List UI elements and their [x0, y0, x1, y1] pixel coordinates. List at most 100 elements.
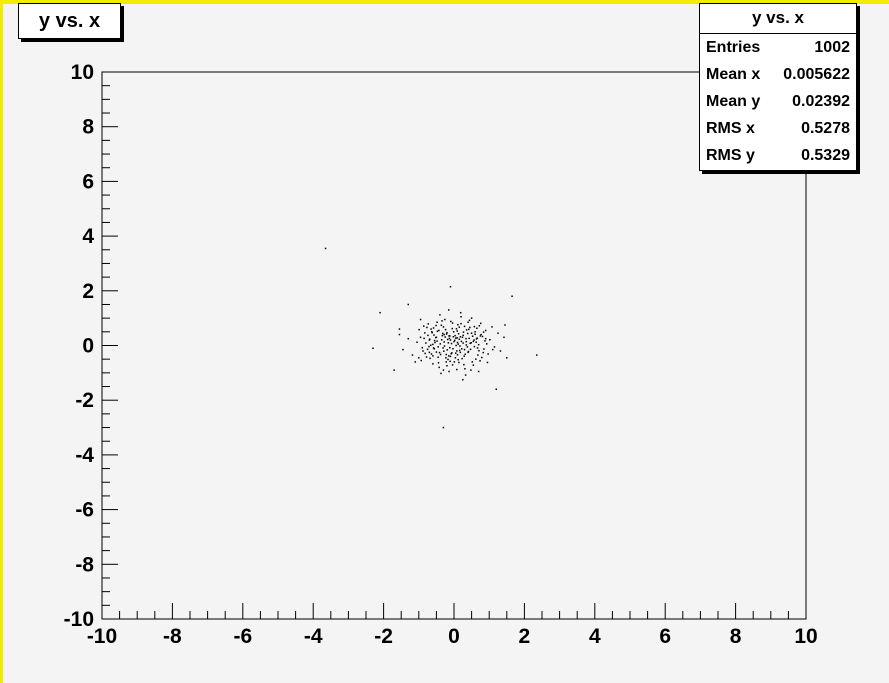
- data-point: [458, 338, 461, 340]
- data-point: [469, 326, 471, 329]
- data-point: [460, 348, 463, 350]
- data-point: [476, 347, 479, 349]
- data-point: [481, 335, 484, 338]
- data-point: [506, 357, 508, 359]
- data-point: [459, 351, 462, 354]
- data-point: [421, 346, 424, 349]
- data-point: [468, 328, 470, 331]
- data-point: [443, 350, 445, 352]
- data-point: [465, 344, 468, 346]
- y-tick-label: 8: [82, 116, 94, 139]
- data-point: [432, 363, 434, 365]
- data-point: [440, 339, 443, 341]
- data-point: [425, 342, 427, 344]
- data-point: [511, 295, 513, 298]
- data-point: [431, 331, 433, 334]
- data-point: [429, 357, 431, 360]
- y-tick-label: 4: [82, 225, 94, 248]
- y-tick-label: -4: [75, 444, 94, 467]
- data-point: [467, 321, 469, 323]
- data-point: [452, 336, 455, 338]
- data-point: [393, 369, 395, 371]
- data-point: [464, 374, 467, 376]
- data-point: [495, 388, 497, 391]
- data-point: [422, 325, 425, 327]
- data-point: [447, 355, 450, 357]
- data-point: [451, 352, 453, 354]
- data-point: [437, 356, 439, 359]
- data-point: [471, 335, 474, 337]
- x-tick-label: 2: [519, 625, 531, 648]
- data-point: [449, 360, 451, 363]
- data-point: [424, 352, 426, 355]
- data-point: [472, 340, 475, 343]
- data-point: [428, 351, 431, 354]
- data-point: [456, 350, 458, 352]
- data-point: [453, 339, 456, 342]
- data-point: [372, 347, 374, 349]
- data-point: [428, 345, 430, 348]
- y-tick-label: 6: [82, 170, 94, 193]
- data-point: [444, 318, 446, 321]
- data-point: [457, 343, 459, 345]
- data-point: [487, 353, 489, 355]
- data-point: [428, 339, 431, 341]
- data-point: [452, 331, 455, 333]
- stats-value: 0.005622: [783, 66, 850, 83]
- data-point: [493, 346, 496, 348]
- data-point: [437, 346, 439, 348]
- y-tick-label: 2: [82, 280, 94, 303]
- data-point: [438, 329, 440, 332]
- data-point: [426, 326, 428, 329]
- data-point: [452, 348, 454, 350]
- data-point: [465, 329, 468, 331]
- data-point: [442, 347, 444, 349]
- data-point: [503, 336, 505, 339]
- data-point: [469, 342, 471, 345]
- data-point: [473, 345, 476, 348]
- data-points: [324, 247, 538, 429]
- data-point: [456, 368, 458, 371]
- axis-tick-labels: -10 -8 -6 -4 -2 0 2 4 6 8 10 -10 -8 -6 -4 -2 0 2 4 6 8 10: [64, 61, 818, 648]
- data-point: [446, 349, 449, 351]
- data-point: [454, 357, 457, 359]
- data-point: [457, 358, 459, 361]
- stats-row-rms-y: RMS y 0.5329: [700, 142, 856, 169]
- data-point: [463, 325, 466, 328]
- data-point: [448, 335, 450, 337]
- y-tick-label: -6: [75, 499, 94, 522]
- data-point: [434, 341, 436, 344]
- x-tick-label: 6: [659, 625, 671, 648]
- data-point: [477, 370, 480, 373]
- data-point: [423, 337, 425, 340]
- data-point: [443, 333, 445, 336]
- data-point: [420, 359, 423, 362]
- data-point: [475, 338, 478, 340]
- data-point: [441, 334, 444, 337]
- stats-row-mean-x: Mean x 0.005622: [700, 61, 856, 88]
- data-point: [470, 317, 473, 319]
- data-point: [448, 370, 450, 373]
- y-tick-label: -2: [75, 389, 94, 412]
- data-point: [456, 354, 459, 356]
- data-point: [450, 352, 452, 355]
- stats-label: RMS y: [706, 147, 755, 164]
- data-point: [435, 336, 438, 339]
- data-point: [436, 321, 438, 323]
- data-point: [485, 343, 488, 345]
- data-point: [473, 325, 476, 328]
- data-point: [432, 355, 434, 357]
- data-point: [482, 351, 484, 354]
- data-point: [441, 332, 444, 335]
- data-point: [464, 353, 467, 355]
- data-point: [497, 332, 499, 334]
- data-point: [489, 339, 491, 341]
- data-point: [470, 342, 472, 344]
- data-point: [407, 337, 409, 340]
- data-point: [458, 326, 461, 328]
- x-tick-label: -8: [163, 625, 182, 648]
- stats-value: 0.02392: [792, 93, 850, 110]
- data-point: [444, 336, 446, 338]
- data-point: [431, 331, 433, 333]
- data-point: [418, 328, 420, 331]
